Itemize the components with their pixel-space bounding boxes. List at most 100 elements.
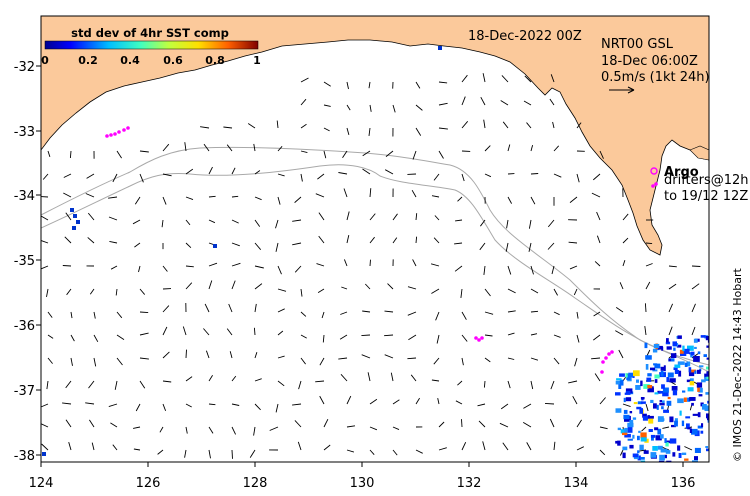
sst-pixel [672, 389, 678, 396]
current-vector [112, 444, 118, 451]
current-vector [506, 219, 509, 229]
current-vector [63, 173, 72, 178]
current-vector [576, 334, 580, 343]
sst-pixel [665, 450, 671, 454]
sst-pixel [615, 380, 621, 385]
current-vector [254, 378, 262, 382]
sst-pixel [661, 406, 664, 410]
sst-pixel [689, 381, 695, 386]
sst-pixel [671, 386, 678, 391]
sst-pixel [615, 440, 619, 444]
sst-pixel [677, 445, 681, 451]
y-tick-label: -32 [14, 60, 35, 75]
current-vector [346, 127, 350, 136]
current-vector [70, 357, 73, 366]
current-vector [63, 192, 72, 198]
current-vector [162, 305, 170, 313]
sst-pixel [654, 392, 659, 395]
current-vector [346, 449, 355, 453]
current-vector [300, 311, 307, 317]
current-vector [162, 143, 170, 152]
current-vector [507, 265, 512, 275]
current-vector [576, 419, 582, 428]
current-vector [231, 242, 240, 247]
current-vector [133, 426, 141, 429]
current-vector [431, 195, 440, 198]
current-vector [157, 449, 164, 455]
current-vector [47, 357, 53, 364]
sst-pixel [625, 390, 631, 395]
sst-pixel [627, 422, 634, 428]
current-vector [184, 449, 187, 458]
current-vector [62, 265, 72, 267]
current-vector [644, 303, 647, 313]
current-vector [434, 215, 440, 221]
current-vector [505, 242, 509, 252]
current-vector [641, 426, 647, 432]
current-vector [369, 188, 372, 198]
current-vector [321, 311, 325, 319]
current-vector [254, 242, 262, 250]
current-vector [184, 142, 187, 152]
current-vector [645, 263, 653, 267]
current-vector [253, 426, 256, 436]
sst-pixel [686, 361, 691, 367]
current-vector [691, 283, 700, 290]
sst-pixel [637, 435, 640, 441]
current-vector [300, 77, 309, 83]
sst-pixel [619, 373, 625, 377]
sst-pixel [659, 400, 662, 403]
current-vector [277, 146, 283, 152]
current-vector [346, 81, 349, 90]
current-vector [530, 380, 534, 390]
current-vector [392, 237, 398, 244]
sst-pixel [643, 384, 650, 389]
current-vector [668, 303, 674, 313]
sst-pixel [666, 338, 669, 343]
current-vector [461, 357, 464, 366]
current-vector [253, 143, 256, 152]
x-tick-label: 134 [564, 476, 589, 491]
sst-pixel [705, 336, 709, 341]
current-vector [277, 330, 284, 336]
sst-pixel [700, 335, 706, 338]
current-vector [139, 288, 146, 295]
current-vector [477, 403, 486, 407]
colorbar-tick: 0.2 [78, 54, 98, 67]
sst-pixel [652, 348, 658, 353]
product-label: NRT00 GSL [601, 37, 674, 52]
sst-pixel [42, 452, 46, 456]
sst-pixel [705, 446, 709, 448]
current-vector [115, 288, 118, 296]
y-tick-label: -33 [14, 125, 35, 140]
colorbar-tick: 1 [253, 54, 261, 67]
sst-pixel [706, 448, 709, 452]
current-vector [483, 265, 486, 275]
current-vector [247, 123, 256, 129]
current-vector [322, 334, 325, 343]
sst-pixel [683, 397, 687, 402]
sst-pixel [694, 346, 697, 349]
current-vector [185, 426, 188, 434]
current-vector [369, 426, 378, 431]
current-vector [208, 219, 216, 224]
sst-pixel [707, 400, 709, 404]
sst-pixel [689, 369, 697, 373]
x-axis-labels: 124 126 128 130 132 134 136 [29, 476, 696, 491]
sst-pixel [698, 394, 703, 397]
current-vector [182, 326, 187, 336]
current-vector [619, 282, 624, 290]
current-vector [41, 443, 49, 451]
sst-pixel [633, 370, 640, 377]
sst-pixel [663, 365, 666, 372]
current-vector [460, 288, 463, 298]
current-vector [319, 357, 325, 366]
current-vector [269, 426, 279, 431]
current-vector [294, 196, 302, 203]
sst-pixel [674, 420, 678, 427]
sst-pixel [688, 370, 695, 377]
current-vector [384, 169, 394, 175]
sst-pixel [643, 450, 649, 454]
sst-pixel [641, 401, 646, 404]
current-vector [162, 196, 167, 205]
